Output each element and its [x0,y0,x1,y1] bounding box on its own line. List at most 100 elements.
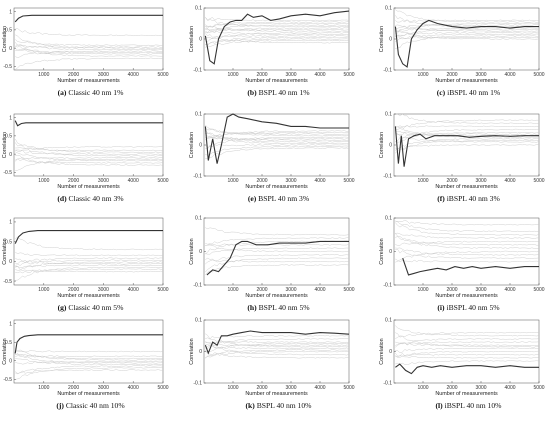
y-tick-label: -0.1 [383,68,392,74]
background-series-line [205,129,350,143]
background-series [15,28,164,70]
x-tick-label: 1000 [227,385,238,391]
y-tick-label: 0.5 [5,239,12,245]
highlight-series-line [204,330,350,355]
background-series [15,236,164,281]
x-tick-label: 3000 [285,287,296,293]
y-tick-label: 1 [9,220,12,226]
background-series-line [395,219,540,226]
background-series-line [205,137,350,141]
panel-caption-text: Classic 40 nm 10% [64,401,125,410]
background-series-line [205,124,350,137]
panel-caption-letter: (l) [436,401,444,410]
background-series [15,348,164,380]
background-series-line [15,259,164,267]
x-tick-label: 2000 [256,385,267,391]
x-tick-label: 2000 [446,72,457,78]
background-series-line [205,247,350,255]
x-tick-label: 3000 [285,178,296,184]
background-series-line [205,342,350,353]
x-tick-label: 4000 [128,287,139,293]
background-series-line [205,333,350,348]
highlight-series-line [14,14,163,23]
highlight-series-line [14,230,163,244]
y-tick-label: 0 [199,349,202,355]
y-tick-label: -0.1 [383,174,392,180]
chart-panel-f: 1000 2000 3000 4000 5000 -0.1 0 0.1 Number of me… [379,112,545,203]
x-tick-label: 3000 [98,178,109,184]
y-tick-label: -0.1 [383,381,392,387]
highlight-series-line [395,363,539,375]
background-series-line [205,24,350,33]
background-series-line [15,348,164,361]
background-series-line [15,44,163,57]
panel-caption-letter: (g) [58,303,67,312]
y-tick-label: -0.5 [3,279,12,285]
y-tick-label: 0.1 [195,112,202,118]
x-tick-label: 4000 [314,178,325,184]
chart-panel-i: 1000 2000 3000 4000 5000 -0.1 0 0.1 Number of me… [379,216,545,312]
chart-panel-e: 1000 2000 3000 4000 5000 -0.1 0 0.1 Number of me… [189,112,355,203]
y-tick-label: 0 [9,358,12,364]
panel-caption-letter: (a) [58,88,67,97]
background-series-line [395,33,540,42]
y-tick-label: -0.1 [193,283,202,289]
y-axis-label: Correlation [379,338,385,364]
background-series-line [395,119,540,130]
highlight-series-line [394,19,539,68]
y-tick-label: 0 [9,46,12,52]
background-series-line [205,38,350,45]
x-tick-label: 4000 [504,178,515,184]
background-series-line [395,27,540,40]
panel-caption-text: iBSPL 40 nm 10% [443,401,502,410]
x-tick-label: 1000 [38,178,49,184]
background-series-line [205,147,350,159]
background-series-line [15,147,164,152]
panel-caption: (h) BSPL 40 nm 5% [247,303,310,312]
background-series-line [15,146,164,152]
background-series-line [205,350,350,359]
background-series-line [205,24,350,32]
x-axis-label: Number of measurements [245,391,308,397]
highlight-series-line [206,240,349,276]
panel-caption-letter: (c) [437,88,446,97]
background-series-line [15,360,164,365]
background-series-line [15,367,164,380]
y-tick-label: 0.5 [5,134,12,140]
background-series-line [395,347,540,354]
background-series-line [205,244,350,253]
x-tick-label: 5000 [533,385,544,391]
background-series-line [205,133,350,145]
x-tick-label: 4000 [504,287,515,293]
panel-caption-letter: (j) [56,401,64,410]
background-series-line [205,349,349,359]
panel-caption: (e) BSPL 40 nm 3% [248,194,310,203]
x-axis-label: Number of measurements [57,184,120,190]
x-tick-label: 2000 [256,287,267,293]
panel-caption-text: Classic 40 nm 3% [67,194,125,203]
x-tick-label: 2000 [68,178,79,184]
y-tick-label: 0 [389,349,392,355]
background-series-line [15,236,164,251]
background-series-line [15,157,164,161]
x-axis-label: Number of measurements [435,391,498,397]
y-tick-label: 0.1 [385,216,392,222]
highlight-series-line [204,113,349,164]
panel-caption: (b) BSPL 40 nm 1% [247,88,310,97]
highlight-series-line [394,126,539,167]
background-series-line [395,236,539,246]
background-series-line [15,155,164,166]
x-tick-label: 3000 [98,287,109,293]
background-series-line [205,35,350,39]
y-tick-label: 0 [9,259,12,265]
background-series-line [395,125,540,128]
background-series-line [395,338,540,346]
x-tick-label: 3000 [98,72,109,78]
panel-caption-letter: (f) [437,194,445,203]
panel-caption: (a) Classic 40 nm 1% [58,88,124,97]
background-series-line [395,250,540,263]
y-axis-label: Correlation [379,132,385,158]
background-series-line [205,341,350,345]
background-series-line [15,258,164,265]
